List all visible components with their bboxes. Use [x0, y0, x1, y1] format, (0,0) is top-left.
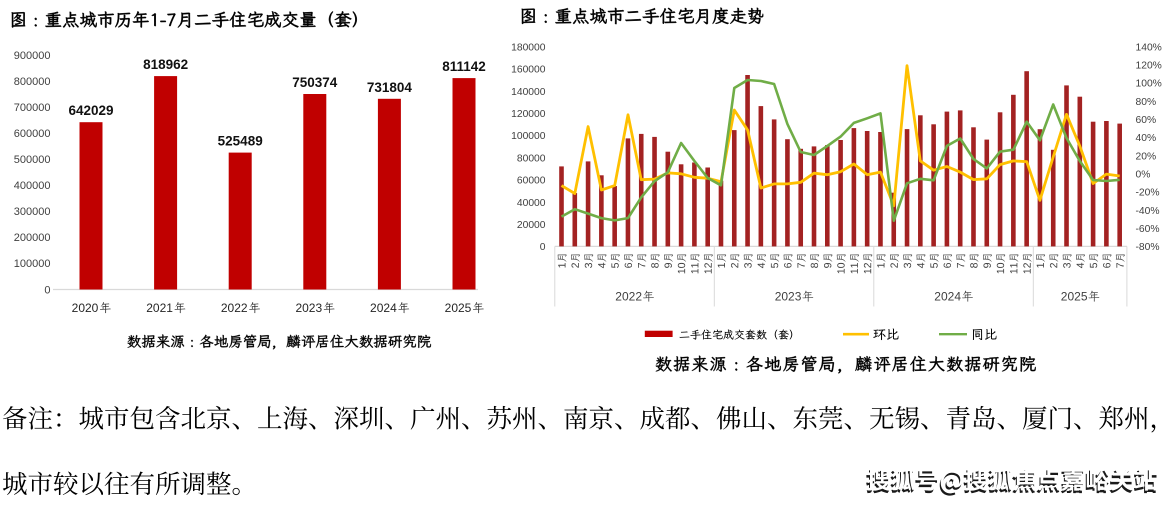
svg-text:80%: 80% [1136, 97, 1157, 108]
svg-text:2023: 2023 [775, 290, 802, 304]
svg-text:0: 0 [540, 242, 546, 253]
svg-text:2021: 2021 [146, 301, 173, 315]
svg-text:900000: 900000 [14, 50, 51, 62]
svg-text:2024: 2024 [370, 301, 397, 315]
svg-text:160000: 160000 [511, 65, 546, 76]
svg-text:100%: 100% [1136, 79, 1162, 90]
svg-text:642029: 642029 [68, 103, 113, 118]
svg-text:140%: 140% [1136, 42, 1162, 53]
svg-text:811142: 811142 [442, 59, 486, 74]
svg-text:2022: 2022 [221, 301, 248, 315]
svg-text:525489: 525489 [218, 134, 263, 149]
svg-text:0%: 0% [1136, 170, 1151, 181]
svg-text:-20%: -20% [1136, 188, 1160, 199]
svg-text:2022: 2022 [615, 290, 642, 304]
svg-text:731804: 731804 [367, 80, 413, 95]
svg-text:-80%: -80% [1136, 242, 1160, 253]
svg-text:300000: 300000 [14, 206, 51, 218]
svg-text:2024: 2024 [934, 290, 961, 304]
svg-text:80000: 80000 [517, 153, 546, 164]
svg-text:100000: 100000 [511, 131, 546, 142]
svg-text:2023: 2023 [295, 301, 322, 315]
svg-text:20%: 20% [1136, 151, 1157, 162]
svg-text:818962: 818962 [143, 57, 188, 72]
svg-text:140000: 140000 [511, 87, 546, 98]
svg-text:2020: 2020 [72, 301, 99, 315]
svg-text:500000: 500000 [14, 154, 51, 166]
svg-text:-40%: -40% [1136, 206, 1160, 217]
svg-text:0: 0 [44, 284, 50, 296]
svg-text:40%: 40% [1136, 133, 1157, 144]
svg-text:180000: 180000 [511, 42, 546, 53]
svg-text:2025: 2025 [1061, 290, 1088, 304]
svg-text:600000: 600000 [14, 128, 51, 140]
svg-text:-60%: -60% [1136, 224, 1160, 235]
svg-text:800000: 800000 [14, 76, 51, 88]
svg-text:2025: 2025 [445, 301, 472, 315]
svg-text:750374: 750374 [292, 75, 338, 90]
svg-text:120%: 120% [1136, 61, 1162, 72]
svg-text:120000: 120000 [511, 109, 546, 120]
svg-text:700000: 700000 [14, 102, 51, 114]
svg-text:100000: 100000 [14, 258, 51, 270]
svg-text:400000: 400000 [14, 180, 51, 192]
svg-text:200000: 200000 [14, 232, 51, 244]
svg-text:60%: 60% [1136, 115, 1157, 126]
svg-text:20000: 20000 [517, 220, 546, 231]
svg-text:40000: 40000 [517, 198, 546, 209]
svg-text:60000: 60000 [517, 176, 546, 187]
